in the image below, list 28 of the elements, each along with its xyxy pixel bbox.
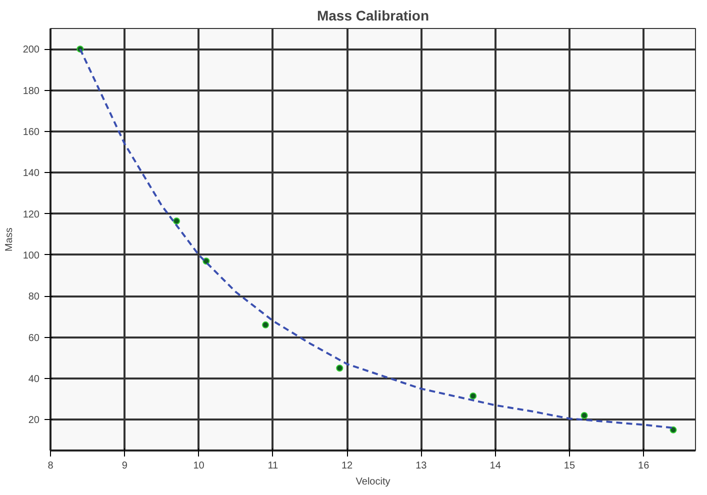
x-tick-label: 11 (268, 460, 279, 472)
x-tick-label: 10 (193, 460, 205, 472)
y-tick-label: 140 (22, 168, 40, 180)
x-tick-label: 9 (122, 460, 128, 472)
y-tick-label: 20 (28, 415, 40, 426)
x-tick-label: 15 (564, 460, 576, 472)
y-tick-label: 100 (22, 250, 40, 262)
y-tick-label: 180 (22, 86, 40, 97)
point (336, 364, 344, 372)
y-tick-label: 40 (28, 374, 40, 385)
y-tick-label: 80 (28, 292, 40, 303)
x-axis-title: Velocity (356, 476, 390, 488)
chart-title: Mass Calibration (316, 8, 430, 24)
point (580, 412, 588, 419)
point (670, 426, 677, 434)
x-tick-label: 8 (48, 460, 54, 472)
point (173, 217, 180, 224)
point (470, 392, 477, 400)
y-tick-label: 60 (28, 332, 40, 344)
point (262, 321, 269, 328)
y-tick-label: 120 (22, 209, 40, 220)
y-tick-label: 160 (22, 126, 40, 138)
x-tick-label: 16 (638, 460, 650, 472)
x-tick-label: 12 (341, 460, 354, 472)
x-tick-label: 14 (490, 460, 502, 472)
y-tick-label: 200 (22, 44, 40, 56)
y-axis-title: Mass (4, 228, 15, 252)
x-tick-label: 13 (416, 460, 428, 472)
